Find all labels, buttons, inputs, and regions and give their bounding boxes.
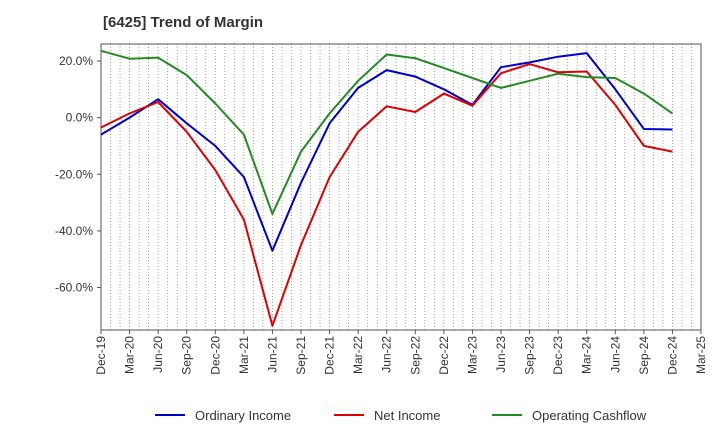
series-line-operating-cashflow: [100, 49, 673, 215]
x-tick-label: Mar-21: [237, 336, 251, 374]
series-line-net-income: [100, 63, 673, 327]
x-tick-label: Sep-24: [637, 336, 651, 375]
plot-frame: [100, 43, 702, 331]
legend-label-net-income: Net Income: [374, 408, 440, 423]
x-tick-label: Sep-21: [294, 336, 308, 375]
x-tick-label: Dec-23: [551, 336, 565, 375]
x-tick-label: Sep-23: [523, 336, 537, 375]
x-tick-label: Jun-20: [151, 336, 165, 373]
x-tick-label: Dec-24: [665, 336, 679, 375]
x-tick-label: Dec-19: [94, 336, 108, 375]
series-line-ordinary-income: [100, 52, 673, 252]
y-tick-label: -20.0%: [55, 167, 93, 181]
legend-label-operating-cashflow: Operating Cashflow: [532, 408, 647, 423]
x-tick-label: Jun-24: [608, 336, 622, 373]
x-tick-label: Mar-22: [351, 336, 365, 374]
chart-title: [6425] Trend of Margin: [103, 14, 264, 31]
x-tick-label: Dec-22: [437, 336, 451, 375]
x-tick-label: Dec-20: [208, 336, 222, 375]
legend-label-ordinary-income: Ordinary Income: [195, 408, 291, 423]
x-tick-label: Mar-20: [123, 336, 137, 374]
x-tick-label: Mar-24: [580, 336, 594, 374]
y-tick-label: 0.0%: [66, 111, 94, 125]
x-tick-label: Sep-20: [180, 336, 194, 375]
x-tick-label: Mar-23: [465, 336, 479, 374]
x-tick-label: Jun-22: [380, 336, 394, 373]
y-tick-label: -40.0%: [55, 224, 93, 238]
x-tick-label: Jun-23: [494, 336, 508, 373]
x-tick-label: Jun-21: [265, 336, 279, 373]
y-tick-label: -60.0%: [55, 281, 93, 295]
y-tick-label: 20.0%: [59, 54, 93, 68]
x-tick-label: Dec-21: [323, 336, 337, 375]
x-tick-label: Sep-22: [408, 336, 422, 375]
x-tick-label: Mar-25: [694, 336, 708, 374]
